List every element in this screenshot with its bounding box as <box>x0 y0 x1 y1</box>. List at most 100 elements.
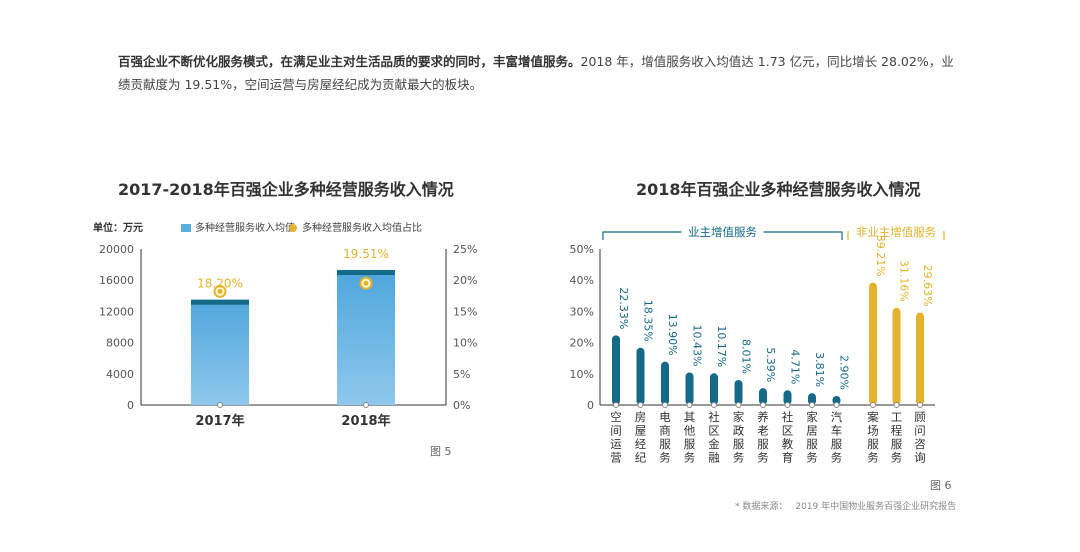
legend-swatch-revenue <box>181 224 191 232</box>
unit-label: 单位：万元 <box>93 221 143 234</box>
source-text: 2019 年中国物业服务百强企业研究报告 <box>795 502 957 512</box>
category-label: 顾问咨询 <box>914 410 926 465</box>
share-data-label: 19.51% <box>343 247 389 261</box>
bar-data-label: 4.71% <box>789 349 802 384</box>
category-bar <box>759 388 767 405</box>
category-bar <box>661 361 669 405</box>
bar-data-label: 22.33% <box>617 287 630 329</box>
share-data-label: 18.20% <box>197 277 243 291</box>
source-label: * 数据来源： <box>735 502 788 512</box>
left-y-tick-label: 16000 <box>99 274 134 287</box>
category-bar <box>612 335 620 405</box>
bar-data-label: 18.35% <box>642 300 655 342</box>
category-bar <box>636 347 645 405</box>
category-bar <box>685 372 694 405</box>
category-bar <box>832 395 841 405</box>
legend-label-share: 多种经营服务收入均值占比 <box>302 221 422 234</box>
figure-label-left: 图 5 <box>430 445 452 458</box>
bar-data-label: 10.43% <box>691 325 704 367</box>
revenue-bar <box>191 299 249 405</box>
right-y-tick-label: 0% <box>453 399 470 412</box>
revenue-bar <box>337 270 395 405</box>
bar-data-label: 29.63% <box>921 265 934 307</box>
category-label: 房屋经纪 <box>635 410 647 465</box>
x-tick-label: 2017年 <box>195 413 244 429</box>
x-axis-marker <box>613 402 619 408</box>
x-axis-marker <box>893 402 900 408</box>
left-y-tick-label: 8000 <box>106 337 134 350</box>
y-tick-label: 10% <box>570 368 594 381</box>
x-axis-marker <box>760 402 766 408</box>
share-point-dot <box>363 280 369 286</box>
y-tick-label: 40% <box>570 274 594 287</box>
right-y-tick-label: 15% <box>453 305 477 318</box>
category-label: 其他服务 <box>684 410 696 465</box>
category-bar <box>710 373 718 405</box>
bar-data-label: 3.81% <box>813 352 826 387</box>
y-tick-label: 20% <box>570 337 594 350</box>
x-axis-marker <box>784 402 791 408</box>
bar-data-label: 31.16% <box>898 260 911 302</box>
category-bar <box>916 312 924 405</box>
legend-label-revenue: 多种经营服务收入均值 <box>195 221 295 234</box>
category-label: 工程服务 <box>891 410 903 465</box>
y-tick-label: 30% <box>570 305 594 318</box>
right-y-tick-label: 10% <box>453 337 477 350</box>
category-label: 社区金融 <box>708 410 720 465</box>
bar-data-label: 2.90% <box>838 355 851 390</box>
right-y-tick-label: 5% <box>453 368 470 381</box>
right-y-tick-label: 20% <box>453 274 477 287</box>
category-bar <box>783 390 792 405</box>
category-bar <box>892 307 901 405</box>
owner-services-bracket-mask <box>681 224 764 240</box>
bar-data-label: 39.21% <box>874 235 887 277</box>
x-axis-marker <box>917 402 923 408</box>
legend-swatch-share <box>289 224 297 232</box>
figure-label-right: 图 6 <box>930 479 952 492</box>
category-bar <box>734 380 743 405</box>
x-axis-marker <box>735 402 742 408</box>
left-y-tick-label: 4000 <box>106 368 134 381</box>
left-y-tick-label: 20000 <box>99 243 134 256</box>
category-label: 案场服务 <box>867 410 879 465</box>
category-bar <box>808 393 816 405</box>
bar-data-label: 5.39% <box>764 347 777 382</box>
y-tick-label: 0 <box>587 399 594 412</box>
category-label: 空间运营 <box>610 410 622 465</box>
bar-data-label: 8.01% <box>740 339 753 374</box>
x-axis-marker <box>809 402 815 408</box>
category-label: 养老服务 <box>757 410 769 465</box>
revenue-bar-cap <box>191 299 249 305</box>
non-owner-services-bracket-label: 非业主增值服务 <box>856 225 937 239</box>
category-label: 家居服务 <box>806 410 818 465</box>
right-chart-title: 2018年百强企业多种经营服务收入情况 <box>636 180 921 199</box>
right-y-tick-label: 25% <box>453 243 477 256</box>
bar-data-label: 13.90% <box>666 314 679 356</box>
left-y-tick-label: 12000 <box>99 305 134 318</box>
category-bar <box>869 282 877 405</box>
x-tick-label: 2018年 <box>341 413 390 429</box>
data-source: * 数据来源： 2019 年中国物业服务百强企业研究报告 <box>735 499 964 512</box>
left-y-tick-label: 0 <box>127 399 134 412</box>
bar-data-label: 10.17% <box>715 325 728 367</box>
y-tick-label: 50% <box>570 243 594 256</box>
non-owner-services-bracket-mask <box>849 224 943 240</box>
share-point-dot <box>217 288 223 294</box>
x-axis-marker <box>363 402 369 408</box>
category-label: 家政服务 <box>733 410 745 465</box>
intro-bold-text: 百强企业不断优化服务模式，在满足业主对生活品质的要求的同时，丰富增值服务。 <box>118 54 581 69</box>
x-axis-marker <box>711 402 717 408</box>
revenue-bar-cap <box>337 270 395 276</box>
x-axis-marker <box>686 402 693 408</box>
x-axis-marker <box>833 402 840 408</box>
x-axis-marker <box>662 402 668 408</box>
left-chart-title: 2017-2018年百强企业多种经营服务收入情况 <box>118 180 454 199</box>
category-label: 汽车服务 <box>831 410 843 465</box>
x-axis-marker <box>870 402 876 408</box>
category-label: 电商服务 <box>659 410 671 465</box>
intro-paragraph: 百强企业不断优化服务模式，在满足业主对生活品质的要求的同时，丰富增值服务。201… <box>118 50 958 96</box>
category-label: 社区教育 <box>782 410 794 465</box>
owner-services-bracket-label: 业主增值服务 <box>688 225 757 239</box>
